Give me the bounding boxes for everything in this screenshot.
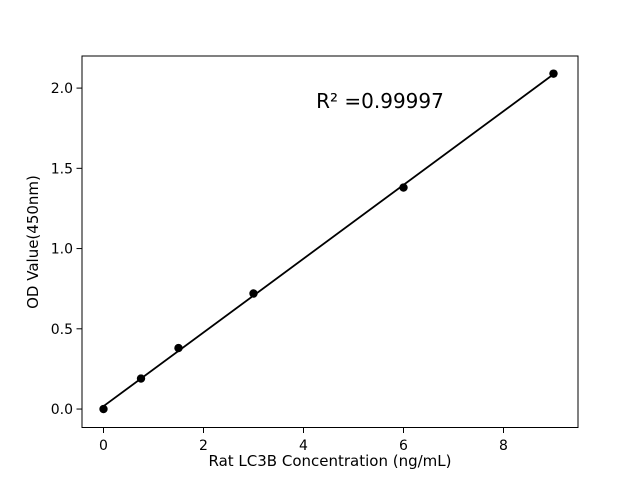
y-tick-label: 1.5: [51, 161, 73, 177]
data-point: [99, 404, 108, 414]
data-point: [174, 343, 183, 353]
x-tick-label: 6: [399, 438, 408, 454]
x-tick-label: 4: [299, 438, 308, 454]
data-point: [399, 183, 408, 192]
x-tick-label: 0: [99, 438, 108, 454]
y-tick-label: 2.0: [51, 81, 73, 97]
r-squared-annotation: R² =0.99997: [316, 89, 444, 113]
y-tick-label: 0.5: [51, 322, 73, 338]
data-point: [549, 69, 558, 78]
x-axis-label: Rat LC3B Concentration (ng/mL): [208, 452, 451, 470]
fit-line: [102, 73, 555, 408]
data-point: [249, 289, 258, 298]
data-point: [136, 374, 146, 383]
y-tick-label: 1.0: [51, 242, 73, 258]
x-tick-label: 8: [499, 438, 508, 454]
data-series: [99, 69, 558, 414]
y-axis-ticks: 0.0 0.5 1.0 1.5 2.0: [51, 81, 82, 418]
plot-border: [81, 55, 579, 428]
x-axis-ticks: 0 2 4 6 8: [99, 427, 508, 454]
y-tick-label: 0.0: [51, 402, 73, 418]
y-axis-label: OD Value(450nm): [24, 175, 42, 309]
x-tick-label: 2: [199, 438, 208, 454]
